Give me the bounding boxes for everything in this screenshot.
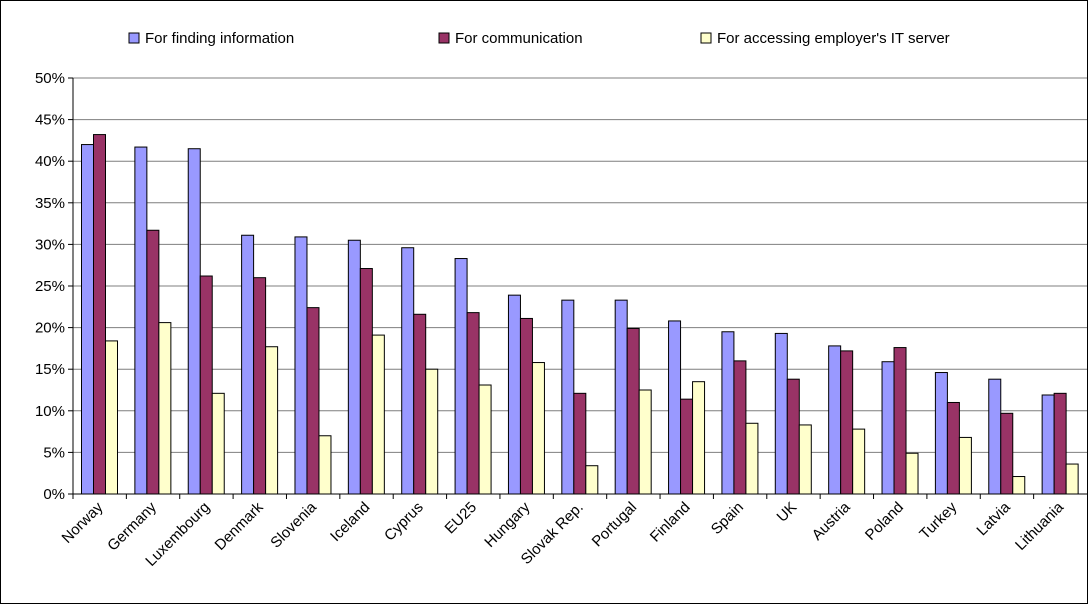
bar-communication bbox=[359, 268, 373, 495]
legend-label: For accessing employer's IT server bbox=[717, 30, 950, 47]
x-category-label: Poland bbox=[862, 499, 907, 544]
bars bbox=[81, 134, 1079, 495]
bar-finding-information bbox=[294, 236, 308, 495]
x-category-label: Spain bbox=[708, 499, 747, 538]
bar-accessing-it-server bbox=[638, 389, 652, 495]
bar-accessing-it-server bbox=[105, 340, 118, 495]
bar-finding-information bbox=[774, 332, 788, 495]
x-category-label: Iceland bbox=[327, 499, 373, 545]
bar-finding-information bbox=[454, 258, 468, 495]
x-category-label: Slovenia bbox=[267, 498, 320, 551]
bar-accessing-it-server bbox=[158, 322, 172, 495]
y-tick-label: 20% bbox=[35, 320, 65, 337]
legend-swatch bbox=[128, 32, 140, 44]
bar-finding-information bbox=[1041, 394, 1055, 495]
x-category-label: UK bbox=[774, 499, 801, 526]
bar-accessing-it-server bbox=[798, 424, 812, 495]
bar-finding-information bbox=[828, 345, 842, 495]
bar-accessing-it-server bbox=[531, 362, 545, 495]
bar-communication bbox=[146, 229, 160, 495]
bar-finding-information bbox=[614, 299, 628, 495]
bar-accessing-it-server bbox=[852, 428, 866, 495]
bar-finding-information bbox=[241, 234, 255, 495]
bar-finding-information bbox=[668, 320, 682, 495]
x-category-label: Turkey bbox=[916, 498, 960, 542]
bar-finding-information bbox=[934, 372, 948, 495]
bar-communication bbox=[840, 350, 854, 495]
bar-accessing-it-server bbox=[585, 465, 599, 495]
x-category-label: Hungary bbox=[481, 498, 533, 550]
bar-accessing-it-server bbox=[692, 381, 706, 495]
legend-swatch bbox=[700, 32, 712, 44]
x-category-label: Cyprus bbox=[381, 499, 427, 545]
bar-communication bbox=[93, 134, 106, 495]
bar-finding-information bbox=[134, 146, 148, 495]
bar-finding-information bbox=[881, 361, 895, 495]
y-tick-label: 35% bbox=[35, 195, 65, 212]
bar-finding-information bbox=[507, 294, 521, 495]
bar-finding-information bbox=[561, 299, 575, 495]
y-tick-label: 25% bbox=[35, 278, 65, 295]
x-category-label: Lithuania bbox=[1012, 498, 1068, 554]
x-category-label: Latvia bbox=[973, 498, 1014, 539]
x-category-label: Portugal bbox=[589, 499, 641, 551]
bar-accessing-it-server bbox=[478, 384, 492, 495]
bar-accessing-it-server bbox=[371, 334, 385, 495]
bar-accessing-it-server bbox=[958, 436, 972, 495]
x-category-label: Denmark bbox=[212, 498, 267, 553]
bar-communication bbox=[199, 275, 213, 495]
bar-accessing-it-server bbox=[1065, 463, 1079, 495]
x-category-label: Norway bbox=[59, 498, 107, 546]
y-tick-label: 50% bbox=[35, 70, 65, 87]
legend-label: For finding information bbox=[145, 30, 294, 47]
legend-swatch bbox=[438, 32, 450, 44]
bar-communication bbox=[413, 313, 427, 495]
x-category-label: Finland bbox=[647, 499, 694, 546]
bar-finding-information bbox=[721, 331, 735, 495]
y-tick-label: 45% bbox=[35, 112, 65, 129]
y-tick-label: 0% bbox=[43, 486, 65, 503]
bar-communication bbox=[1053, 392, 1067, 495]
bar-finding-information bbox=[187, 148, 201, 495]
bar-communication bbox=[946, 401, 960, 495]
bar-accessing-it-server bbox=[318, 435, 332, 495]
bar-communication bbox=[733, 360, 747, 495]
y-tick-label: 30% bbox=[35, 236, 65, 253]
bar-accessing-it-server bbox=[745, 422, 759, 495]
bar-finding-information bbox=[347, 239, 361, 495]
bar-accessing-it-server bbox=[425, 368, 439, 495]
bar-communication bbox=[519, 317, 533, 495]
bar-communication bbox=[626, 327, 640, 495]
bar-communication bbox=[893, 347, 907, 495]
y-tick-label: 15% bbox=[35, 361, 65, 378]
y-tick-label: 5% bbox=[43, 444, 65, 461]
bar-communication bbox=[306, 307, 320, 495]
bar-finding-information bbox=[81, 144, 94, 495]
x-category-label: Austria bbox=[809, 498, 854, 543]
y-tick-label: 10% bbox=[35, 403, 65, 420]
bar-accessing-it-server bbox=[905, 452, 919, 495]
bar-communication bbox=[786, 378, 800, 495]
bar-communication bbox=[253, 277, 267, 495]
bar-accessing-it-server bbox=[265, 346, 279, 495]
bar-finding-information bbox=[988, 378, 1002, 495]
legend: For finding information For communication… bbox=[128, 30, 950, 47]
bar-communication bbox=[573, 392, 587, 495]
bar-communication bbox=[466, 312, 480, 495]
bar-communication bbox=[1000, 412, 1014, 495]
y-axis-ticks: 0% 5% 10% 15% 20% 25% 30% 35% 40% 45% 50% bbox=[35, 70, 73, 503]
bar-finding-information bbox=[401, 247, 415, 495]
bar-accessing-it-server bbox=[1012, 476, 1026, 495]
y-tick-label: 40% bbox=[35, 153, 65, 170]
bar-communication bbox=[680, 398, 694, 495]
legend-label: For communication bbox=[455, 30, 583, 47]
x-category-label: EU25 bbox=[442, 499, 481, 538]
bar-accessing-it-server bbox=[211, 392, 225, 495]
x-category-label: Germany bbox=[104, 498, 160, 554]
